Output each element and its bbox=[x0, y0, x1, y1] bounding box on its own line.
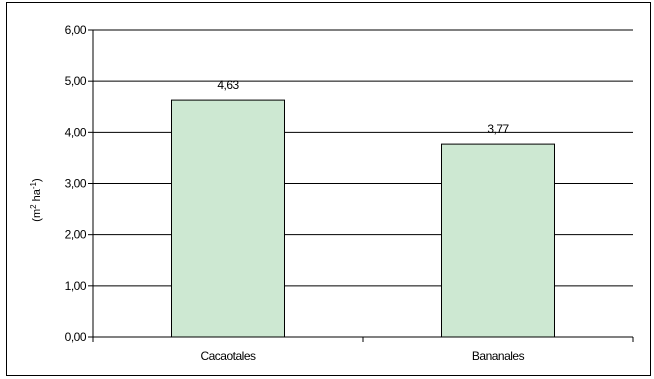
axes bbox=[88, 29, 634, 342]
x-tick-label: Cacaotales bbox=[200, 349, 256, 363]
bars bbox=[171, 99, 555, 338]
y-tick-label: 5,00 bbox=[65, 74, 87, 88]
data-labels: 4,63 3,77 bbox=[217, 78, 510, 136]
y-tick-label: 4,00 bbox=[65, 125, 87, 139]
bar-cacaotales bbox=[171, 99, 285, 338]
x-tick-labels: Cacaotales Bananales bbox=[200, 349, 525, 363]
y-axis-label: (m2 ha-1) bbox=[29, 178, 44, 221]
data-label: 3,77 bbox=[487, 122, 509, 136]
y-tick-label: 2,00 bbox=[65, 228, 87, 242]
x-tick-label: Bananales bbox=[472, 349, 525, 363]
y-tick-label: 1,00 bbox=[65, 279, 87, 293]
data-label: 4,63 bbox=[217, 78, 239, 92]
y-tick-label: 0,00 bbox=[65, 330, 87, 344]
y-tick-label: 6,00 bbox=[65, 23, 87, 37]
bar-bananales bbox=[441, 143, 555, 338]
y-tick-labels: 0,00 1,00 2,00 3,00 4,00 5,00 6,00 bbox=[65, 23, 88, 344]
y-tick-label: 3,00 bbox=[65, 177, 87, 191]
